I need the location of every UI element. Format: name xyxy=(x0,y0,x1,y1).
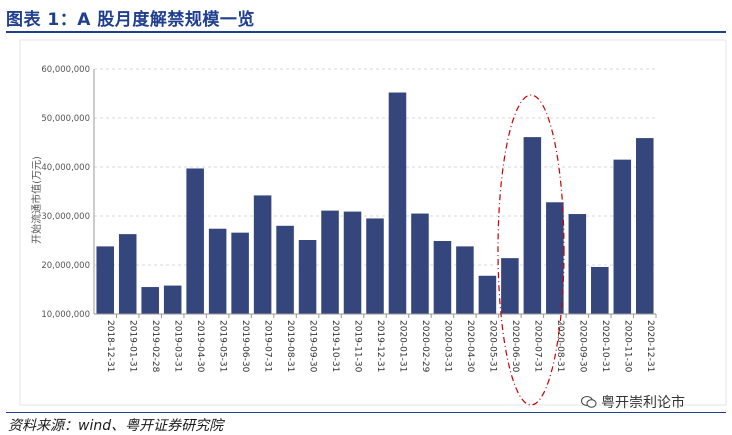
figure-title: 图表 1：A 股月度解禁规模一览 xyxy=(6,10,255,30)
x-tick-label: 2020-03-31 xyxy=(442,320,452,372)
bar-2018-12-31 xyxy=(96,246,115,314)
bar-2019-10-31 xyxy=(321,210,339,314)
bar-2020-01-31 xyxy=(388,92,407,315)
x-tick-label: 2020-10-31 xyxy=(600,320,610,372)
x-tick-label: 2020-01-31 xyxy=(397,320,407,372)
bar-chart: 10,000,000 20,000,000 30,000,000 40,000,000… xyxy=(19,39,727,406)
footer-rule xyxy=(6,412,726,413)
bar-2020-12-31 xyxy=(635,138,654,314)
x-tick-label: 2020-09-30 xyxy=(577,320,587,373)
x-tick-label: 2019-03-31 xyxy=(173,320,183,372)
y-axis-label: 开始流通市值(万元) xyxy=(30,156,43,244)
y-tick-label: 60,000,000 xyxy=(41,65,90,75)
x-tick-label: 2019-01-31 xyxy=(128,320,138,372)
x-tick-label: 2018-12-31 xyxy=(105,320,115,372)
watermark: 粤开崇利论市 xyxy=(581,392,685,412)
x-tick-label: 2019-10-31 xyxy=(330,320,340,372)
bar-2019-03-31 xyxy=(163,285,182,314)
x-tick-label: 2019-07-31 xyxy=(263,320,273,372)
bar-2020-05-31 xyxy=(478,275,497,314)
x-tick-label: 2019-05-31 xyxy=(218,320,228,372)
bar-2020-09-30 xyxy=(568,214,587,314)
bar-2020-02-29 xyxy=(411,213,429,314)
x-tick-label: 2020-12-31 xyxy=(645,320,655,372)
x-tick-label: 2019-11-30 xyxy=(353,320,363,373)
x-tick-label: 2019-09-30 xyxy=(308,320,318,373)
wechat-icon xyxy=(581,396,597,408)
bar-2020-04-30 xyxy=(456,246,474,314)
bar-2019-09-30 xyxy=(298,240,317,314)
x-tick-label: 2020-04-30 xyxy=(465,320,475,373)
bar-2020-11-30 xyxy=(613,159,632,314)
highlight-ellipse xyxy=(497,94,565,406)
y-axis: 10,000,000 20,000,000 30,000,000 40,000,000… xyxy=(41,65,95,320)
y-tick-label: 10,000,000 xyxy=(41,310,90,320)
x-tick-label: 2020-07-31 xyxy=(532,320,542,372)
source-note: 资料来源：wind、粤开证券研究院 xyxy=(8,418,224,434)
bar-2020-07-31 xyxy=(523,137,542,314)
y-tick-label: 20,000,000 xyxy=(41,261,90,271)
bars xyxy=(96,92,654,315)
x-tick-label: 2020-06-30 xyxy=(510,320,520,373)
y-tick-label: 50,000,000 xyxy=(41,114,90,124)
x-tick-label: 2019-08-31 xyxy=(285,320,295,372)
bar-2019-07-31 xyxy=(253,195,272,314)
x-tick-label: 2019-06-30 xyxy=(240,320,250,373)
x-tick-label: 2019-04-30 xyxy=(195,320,205,373)
watermark-text: 粤开崇利论市 xyxy=(601,395,685,411)
bar-2019-04-30 xyxy=(186,168,204,314)
bar-2020-08-31 xyxy=(546,202,564,314)
bar-2019-02-28 xyxy=(141,287,159,314)
bar-2020-06-30 xyxy=(501,258,519,314)
x-axis: 2018-12-31 2019-01-31 2019-02-28 2019-03-31… xyxy=(94,313,657,373)
x-tick-label: 2020-05-31 xyxy=(487,320,497,372)
bar-2020-10-31 xyxy=(591,266,609,314)
bar-2019-08-31 xyxy=(276,225,294,314)
bar-2019-01-31 xyxy=(118,234,137,314)
bar-2019-11-30 xyxy=(343,211,362,314)
x-tick-label: 2020-08-31 xyxy=(555,320,565,372)
bar-2019-12-31 xyxy=(366,218,384,314)
bar-2019-05-31 xyxy=(208,228,227,314)
x-tick-label: 2019-12-31 xyxy=(375,320,385,372)
x-tick-label: 2020-11-30 xyxy=(622,320,632,373)
y-tick-label: 40,000,000 xyxy=(41,163,90,173)
x-tick-label: 2019-02-28 xyxy=(150,320,160,373)
bar-2020-03-31 xyxy=(433,240,452,314)
y-tick-label: 30,000,000 xyxy=(41,212,90,222)
bar-2019-06-30 xyxy=(231,232,249,314)
x-tick-label: 2020-02-29 xyxy=(420,320,430,373)
title-rule xyxy=(6,31,726,33)
